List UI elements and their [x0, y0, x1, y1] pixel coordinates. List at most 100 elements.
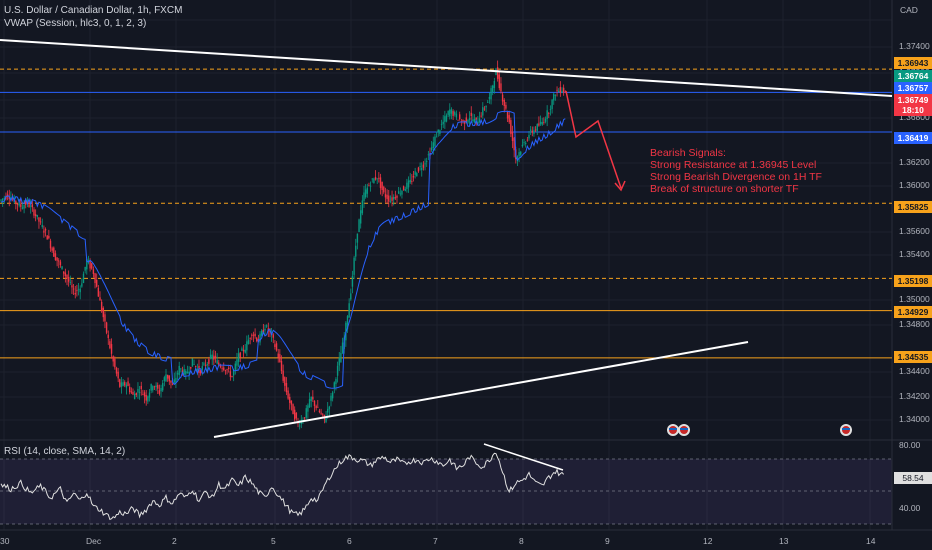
candle-body: [232, 370, 235, 376]
candle-body: [426, 161, 428, 162]
candle-body: [427, 154, 430, 156]
candle-body: [452, 111, 454, 116]
candle-body: [376, 178, 378, 180]
candle-body: [51, 248, 53, 251]
candle-body: [53, 247, 55, 257]
candle-body: [77, 289, 80, 291]
candle-body: [490, 88, 492, 100]
projection-path[interactable]: [565, 90, 622, 189]
candle-body: [186, 371, 189, 374]
candle-body: [437, 129, 439, 133]
candle-body: [204, 365, 207, 366]
resistance-trendline[interactable]: [0, 39, 893, 97]
candle-body: [64, 272, 67, 277]
candle-body: [275, 343, 278, 351]
candle-body: [274, 344, 276, 348]
event-icon[interactable]: [840, 424, 852, 436]
candle-body: [247, 339, 250, 344]
candle-body: [0, 199, 2, 201]
candle-body: [364, 189, 367, 198]
candle-body: [43, 230, 45, 233]
candle-body: [521, 144, 524, 147]
candle-body: [564, 91, 566, 93]
candle-body: [112, 356, 114, 362]
candle-body: [223, 367, 225, 371]
candle-body: [482, 107, 484, 116]
time-tick: 13: [779, 536, 789, 546]
candle-body: [327, 408, 329, 413]
support-trendline[interactable]: [213, 341, 749, 438]
candle-body: [391, 197, 393, 201]
bearish-note[interactable]: Bearish Signals: Strong Resistance at 1.…: [650, 147, 822, 195]
candle-body: [496, 67, 499, 79]
rsi-divergence-line[interactable]: [483, 443, 564, 471]
price-tag: 1.35825: [894, 201, 932, 213]
vwap-legend[interactable]: VWAP (Session, hlc3, 0, 1, 2, 3): [4, 18, 147, 29]
rsi-legend[interactable]: RSI (14, close, SMA, 14, 2): [4, 446, 126, 457]
candle-body: [531, 130, 533, 133]
candle-body: [69, 281, 71, 283]
candle-body: [119, 379, 121, 387]
time-tick: 8: [519, 536, 524, 546]
candle-body: [157, 385, 159, 389]
candle-body: [422, 164, 425, 168]
candle-body: [538, 123, 540, 126]
candle-body: [129, 386, 131, 393]
candle-body: [211, 354, 213, 360]
grid-lines: [0, 0, 892, 530]
candle-body: [171, 383, 174, 385]
candle-body: [105, 322, 108, 333]
candle-body: [335, 379, 337, 385]
candle-body: [180, 368, 182, 370]
candle-body: [356, 233, 359, 243]
candle-body: [168, 375, 170, 382]
candle-body: [516, 156, 519, 162]
candle-body: [374, 176, 377, 180]
price-tag: 1.34535: [894, 351, 932, 363]
candle-body: [41, 225, 43, 227]
candle-body: [209, 354, 212, 358]
candle-body: [26, 200, 29, 204]
candle-body: [272, 334, 274, 338]
candle-body: [196, 368, 199, 371]
candle-body: [10, 198, 12, 200]
candle-body: [138, 392, 141, 393]
candle-body: [480, 115, 482, 117]
candle-body: [130, 391, 133, 393]
event-icon[interactable]: [667, 424, 679, 436]
candle-body: [195, 366, 197, 368]
candle-body: [298, 425, 301, 427]
candle-body: [330, 395, 332, 401]
candle-body: [49, 240, 52, 249]
candle-body: [36, 214, 38, 217]
candle-body: [485, 105, 487, 108]
candle-body: [251, 334, 253, 336]
candle-body: [533, 130, 535, 135]
candle-body: [214, 355, 217, 359]
candle-body: [124, 382, 126, 386]
candle-body: [137, 389, 139, 393]
candle-body: [366, 187, 368, 194]
candle-body: [447, 111, 449, 115]
candle-body: [505, 104, 507, 109]
candle-body: [120, 382, 123, 387]
candle-body: [280, 361, 283, 372]
candle-body: [46, 235, 48, 240]
candle-body: [414, 171, 416, 175]
horizontal-levels[interactable]: [0, 68, 892, 359]
candle-body: [455, 113, 458, 118]
candle-body: [483, 108, 486, 110]
candle-body: [107, 334, 109, 338]
candle-body: [237, 353, 240, 362]
event-icon[interactable]: [678, 424, 690, 436]
candle-body: [256, 337, 258, 342]
candle-body: [203, 363, 205, 365]
candle-body: [86, 259, 88, 270]
candle-body: [28, 204, 30, 207]
symbol-title[interactable]: U.S. Dollar / Canadian Dollar, 1h, FXCM: [4, 5, 183, 16]
candle-body: [336, 365, 339, 376]
candle-body: [292, 404, 294, 415]
candle-body: [541, 122, 543, 125]
candle-body: [231, 376, 233, 377]
